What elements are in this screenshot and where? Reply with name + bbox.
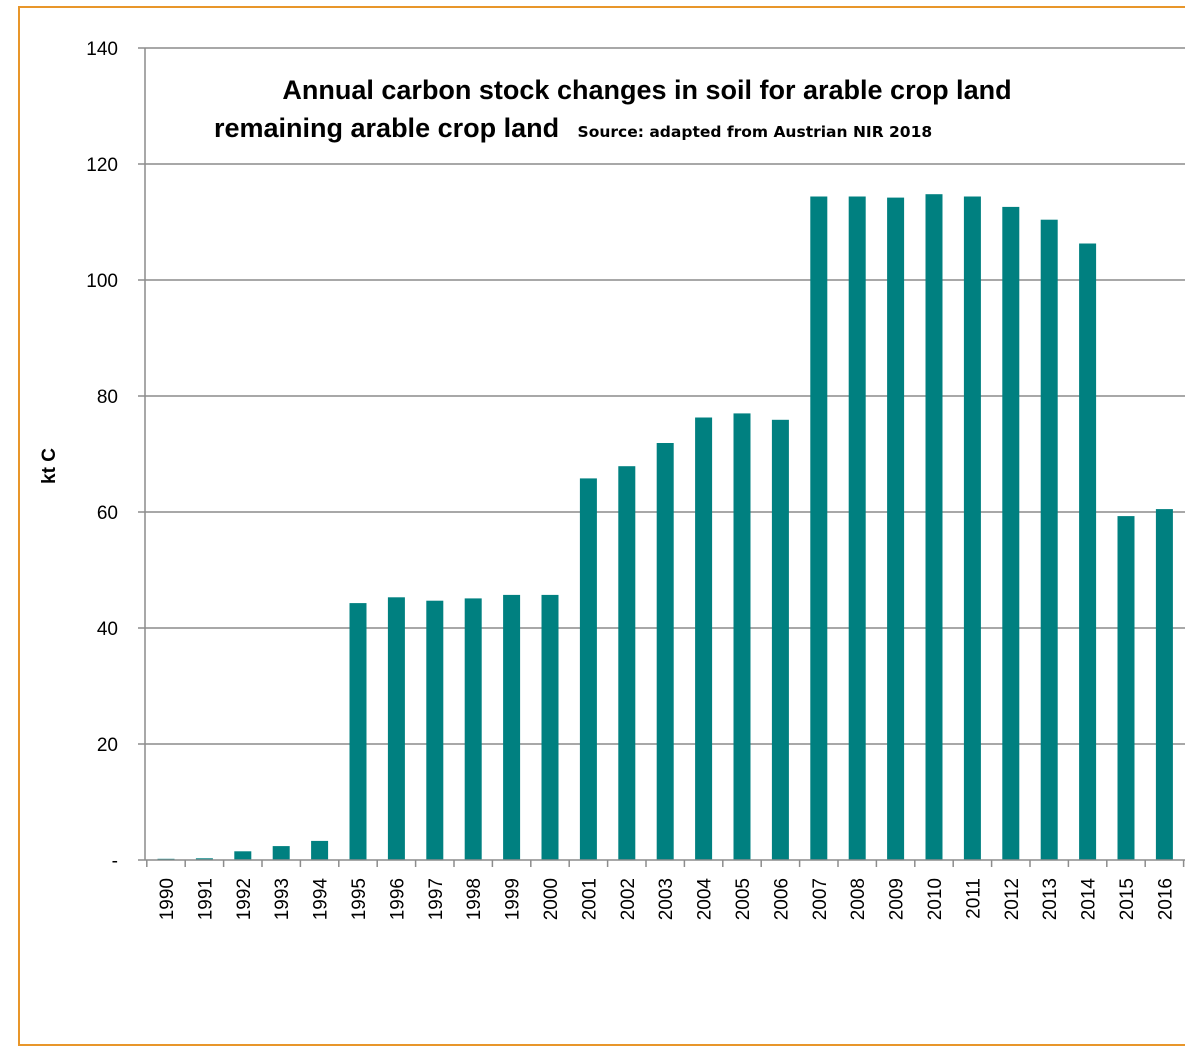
x-tick-label: 2012 bbox=[1002, 878, 1023, 920]
x-tick-label: 2000 bbox=[541, 878, 562, 920]
bars bbox=[157, 194, 1173, 861]
axes bbox=[138, 47, 1185, 867]
x-tick-label: 2002 bbox=[618, 878, 639, 920]
bar-2004 bbox=[695, 417, 713, 860]
x-tick-label: 1995 bbox=[349, 878, 370, 920]
bar-2002 bbox=[618, 466, 636, 860]
x-tick-label: 1994 bbox=[311, 878, 332, 921]
bar-2010 bbox=[925, 194, 943, 860]
y-tick-label: 120 bbox=[86, 155, 118, 176]
bar-2001 bbox=[579, 478, 597, 860]
bar-2009 bbox=[887, 197, 905, 861]
bar-2003 bbox=[656, 443, 674, 860]
bar-1999 bbox=[503, 594, 521, 860]
x-tick-label: 2014 bbox=[1079, 878, 1100, 921]
bar-2000 bbox=[541, 594, 559, 860]
x-tick-label: 2015 bbox=[1117, 878, 1138, 920]
y-tick-labels: - 20 40 60 80 100 120 140 bbox=[86, 39, 118, 872]
x-tick-label: 1993 bbox=[272, 878, 293, 920]
y-tick-label: - bbox=[112, 851, 118, 872]
bar-2013 bbox=[1040, 219, 1058, 860]
bar-2016 bbox=[1155, 509, 1173, 860]
bar-1994 bbox=[311, 840, 329, 860]
y-tick-label: 140 bbox=[86, 39, 118, 60]
bar-2006 bbox=[771, 419, 789, 860]
bar-2011 bbox=[963, 196, 981, 860]
x-tick-label: 2004 bbox=[695, 878, 716, 921]
bar-2007 bbox=[810, 196, 828, 860]
bar-2012 bbox=[1002, 206, 1020, 860]
bar-1991 bbox=[195, 858, 213, 860]
x-tick-label: 2001 bbox=[579, 878, 600, 920]
x-tick-label: 1998 bbox=[464, 878, 485, 920]
x-tick-label: 2011 bbox=[963, 878, 984, 919]
bar-1998 bbox=[464, 598, 482, 860]
x-tick-label: 1991 bbox=[195, 878, 216, 920]
x-tick-label: 1990 bbox=[157, 878, 178, 920]
x-tick-label: 2016 bbox=[1155, 878, 1176, 920]
x-tick-label: 2010 bbox=[925, 878, 946, 920]
chart-source-note: Source: adapted from Austrian NIR 2018 bbox=[578, 123, 933, 141]
x-tick-label: 2005 bbox=[733, 878, 754, 920]
x-tick-label: 2007 bbox=[810, 878, 831, 920]
x-tick-label: 2003 bbox=[656, 878, 677, 920]
x-tick-label: 1996 bbox=[387, 878, 408, 920]
x-tick-label: 2008 bbox=[848, 878, 869, 920]
chart-title-line1: Annual carbon stock changes in soil for … bbox=[282, 75, 1011, 105]
x-tick-label: 2009 bbox=[887, 878, 908, 920]
bar-2008 bbox=[848, 196, 866, 860]
bar-1996 bbox=[387, 597, 405, 860]
bar-1995 bbox=[349, 603, 367, 860]
x-tick-label: 2006 bbox=[771, 878, 792, 920]
chart-title-line2: remaining arable crop land bbox=[214, 113, 559, 143]
bar-1997 bbox=[426, 600, 444, 860]
y-tick-label: 80 bbox=[97, 387, 118, 408]
bar-2005 bbox=[733, 413, 751, 860]
y-tick-label: 20 bbox=[97, 735, 118, 756]
bar-1992 bbox=[234, 851, 252, 860]
bar-1993 bbox=[272, 846, 290, 860]
bar-2014 bbox=[1079, 243, 1097, 860]
chart-title-line2-group: remaining arable crop land Source: adapt… bbox=[214, 113, 932, 143]
y-tick-label: 100 bbox=[86, 271, 118, 292]
bar-2015 bbox=[1117, 516, 1135, 860]
y-tick-label: 60 bbox=[97, 503, 118, 524]
x-tick-label: 1997 bbox=[426, 878, 447, 920]
y-axis-label: kt C bbox=[39, 448, 60, 484]
x-tick-labels: 1990 1991 1992 1993 1994 1995 1996 1997 1998 1999… bbox=[157, 878, 1176, 921]
x-tick-label: 1992 bbox=[234, 878, 255, 920]
x-tick-label: 1999 bbox=[503, 878, 524, 920]
x-tick-label: 2013 bbox=[1040, 878, 1061, 920]
y-tick-label: 40 bbox=[97, 619, 118, 640]
